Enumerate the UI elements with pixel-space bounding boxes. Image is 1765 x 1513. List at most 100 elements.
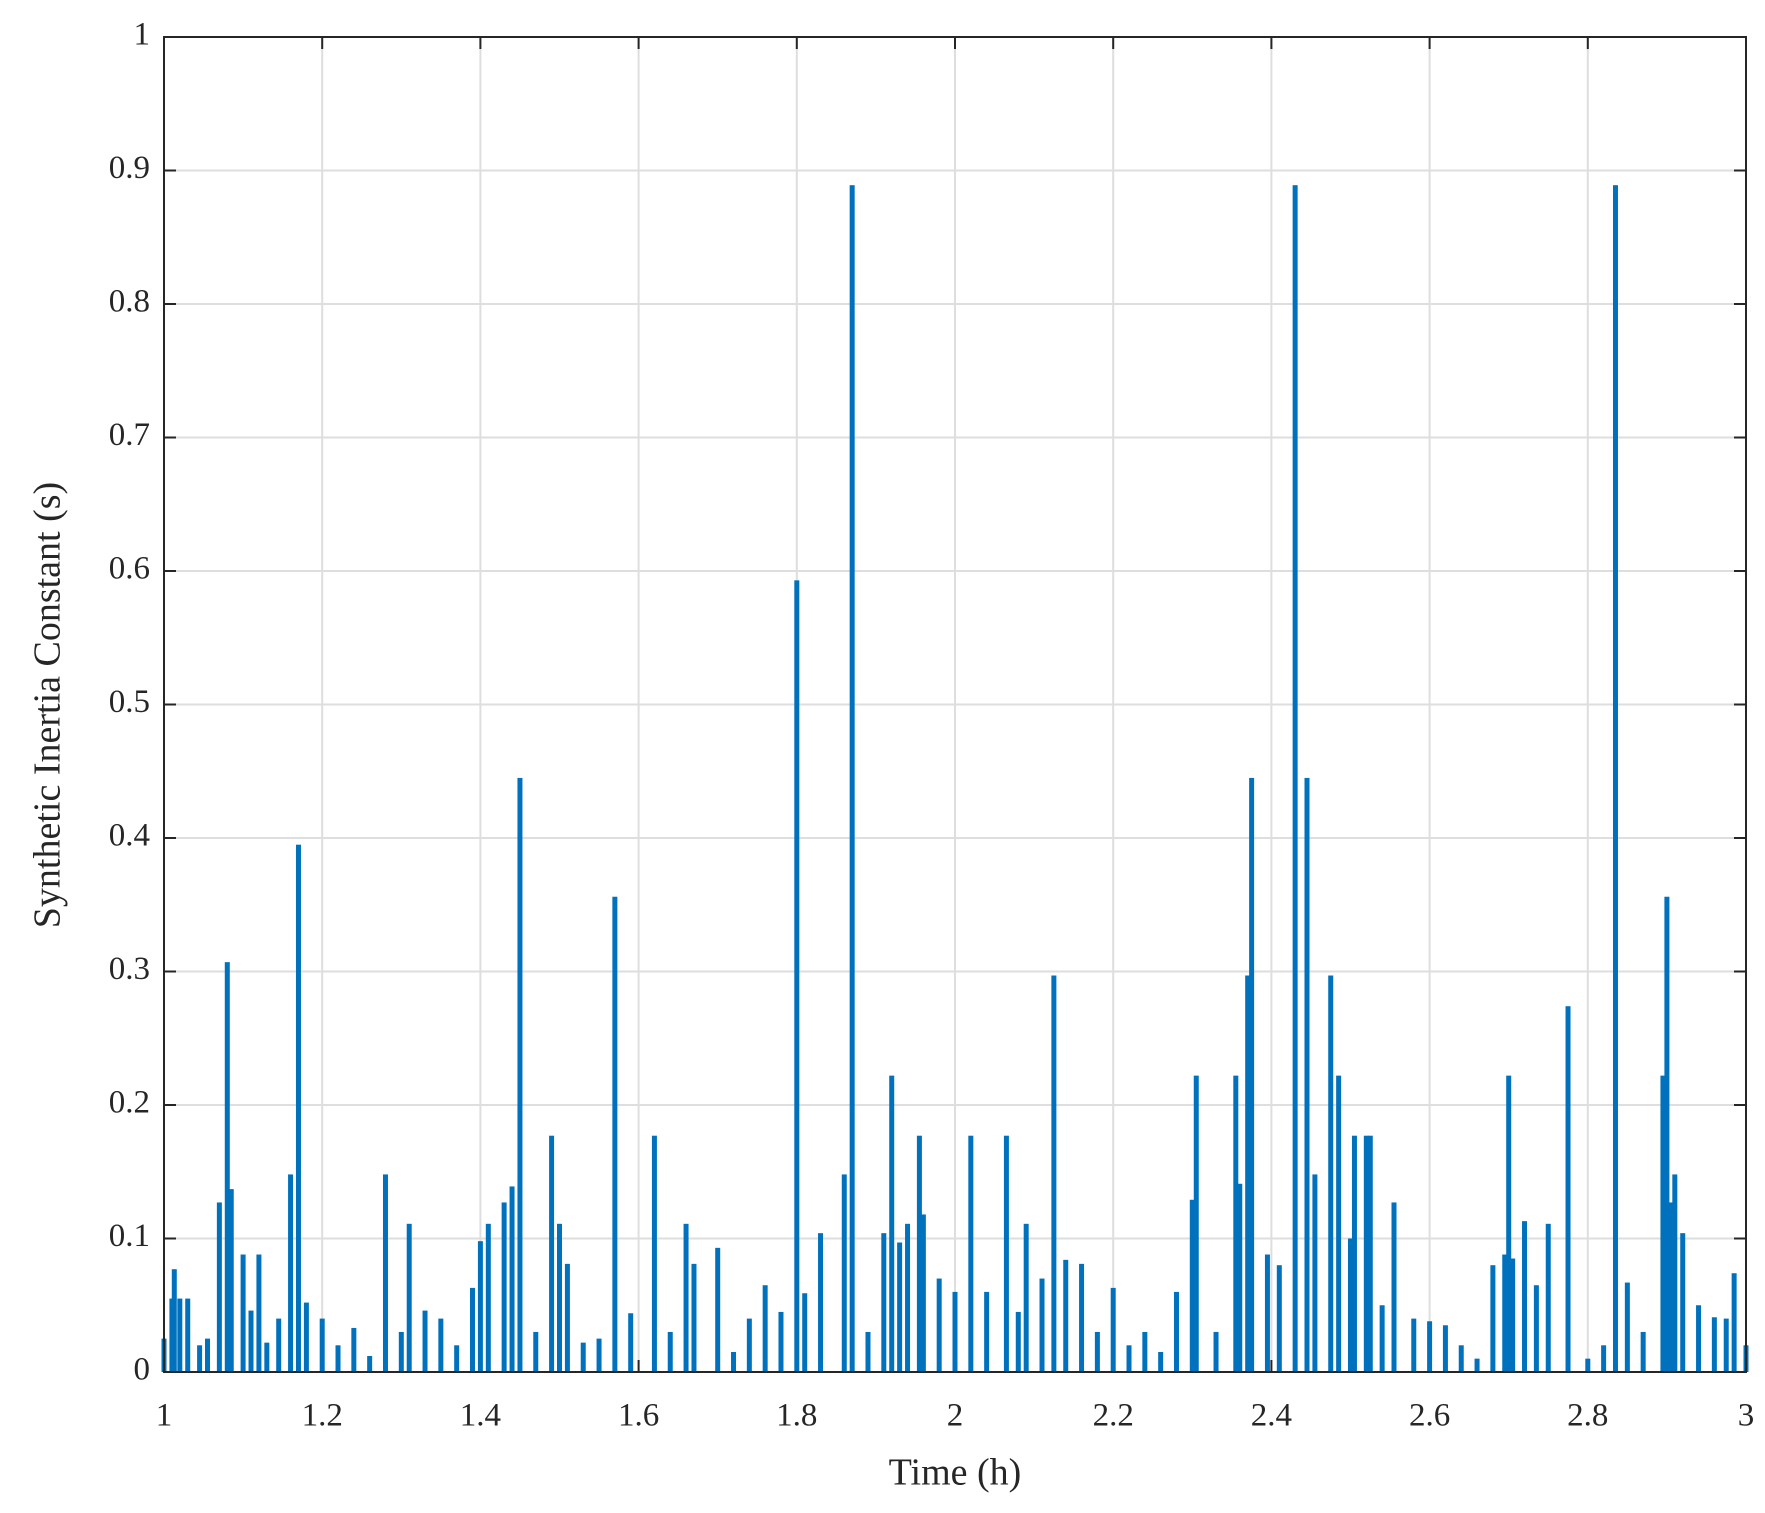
bar [1023, 1223, 1029, 1372]
bar [1411, 1318, 1417, 1372]
y-tick-label: 0.3 [109, 951, 150, 987]
bar [1585, 1358, 1591, 1372]
x-tick-label: 3 [1738, 1398, 1755, 1434]
bar [335, 1345, 341, 1372]
y-tick-label: 0.1 [109, 1218, 150, 1254]
y-tick-label: 0.2 [109, 1085, 150, 1121]
bar [295, 844, 301, 1372]
y-axis-label: Synthetic Inertia Constant (s) [27, 482, 69, 928]
bar [564, 1263, 570, 1372]
bar [533, 1331, 539, 1372]
bar [1213, 1331, 1219, 1372]
bar [1379, 1305, 1385, 1372]
bar [1173, 1291, 1179, 1372]
bar [185, 1298, 191, 1372]
x-axis-label: Time (h) [889, 1452, 1022, 1494]
bar [916, 1135, 922, 1372]
bar [367, 1355, 373, 1372]
bar [628, 1313, 634, 1372]
bar [228, 1189, 234, 1372]
bar [1051, 975, 1057, 1372]
x-tick-label: 1.4 [460, 1398, 501, 1434]
bar [264, 1342, 270, 1372]
bar [398, 1331, 404, 1372]
bar [920, 1214, 926, 1372]
y-tick-label: 0.8 [109, 284, 150, 320]
bar [849, 185, 855, 1372]
bar [1601, 1345, 1607, 1372]
bar [1336, 1075, 1342, 1372]
x-tick-label: 1.6 [618, 1398, 659, 1434]
bar [477, 1241, 483, 1372]
bar [968, 1135, 974, 1372]
bar [802, 1293, 808, 1372]
bar [1711, 1317, 1717, 1372]
bar [1391, 1202, 1397, 1372]
bar [984, 1291, 990, 1372]
bar [596, 1338, 602, 1372]
bar [1696, 1305, 1702, 1372]
bar [1624, 1282, 1630, 1372]
plot-frame [163, 36, 1747, 1373]
bar [256, 1254, 262, 1372]
x-tick-label: 1 [156, 1398, 173, 1434]
bar [1003, 1135, 1009, 1372]
bar [936, 1278, 942, 1372]
bar [1015, 1311, 1021, 1372]
bar [715, 1247, 721, 1372]
y-tick-label: 0.4 [109, 818, 150, 854]
bar [1189, 1199, 1195, 1372]
bar [865, 1331, 871, 1372]
bar [651, 1135, 657, 1372]
bar [1094, 1331, 1100, 1372]
y-tick-label: 0.5 [109, 684, 150, 720]
bar [1502, 1254, 1508, 1372]
bar [351, 1327, 357, 1372]
bar [897, 1242, 903, 1372]
bar [319, 1318, 325, 1372]
bar [1276, 1265, 1282, 1372]
bar [1565, 1006, 1571, 1372]
bar [1304, 777, 1310, 1372]
bar [1079, 1263, 1085, 1372]
bar [1668, 1202, 1674, 1372]
bar [205, 1338, 211, 1372]
bar [1264, 1254, 1270, 1372]
y-tick-label: 0.6 [109, 551, 150, 587]
bar [1640, 1331, 1646, 1372]
bar [1545, 1223, 1551, 1372]
bar [288, 1174, 294, 1372]
bar [1660, 1075, 1666, 1372]
x-tick-label: 1.8 [776, 1398, 817, 1434]
bar [469, 1287, 475, 1372]
y-tick-label: 0.9 [109, 150, 150, 186]
bar [197, 1345, 203, 1372]
bar [1510, 1258, 1516, 1372]
bar [216, 1202, 222, 1372]
bar [1249, 777, 1255, 1372]
bar [580, 1342, 586, 1372]
bar [1672, 1174, 1678, 1372]
bar [683, 1223, 689, 1372]
x-tick-label: 2.4 [1251, 1398, 1292, 1434]
bar [731, 1351, 737, 1372]
bar [905, 1223, 911, 1372]
bar [667, 1331, 673, 1372]
bar [841, 1174, 847, 1372]
bar [1533, 1285, 1539, 1372]
bar [177, 1298, 183, 1372]
x-tick-label: 2.2 [1093, 1398, 1134, 1434]
bar [762, 1285, 768, 1372]
bar [952, 1291, 958, 1372]
bar [746, 1318, 752, 1372]
bar [612, 896, 618, 1372]
bar [1233, 1075, 1239, 1372]
bar [889, 1075, 895, 1372]
bar [1039, 1278, 1045, 1372]
bar [1490, 1265, 1496, 1372]
bar [303, 1302, 309, 1372]
bar [1328, 975, 1334, 1372]
bar [406, 1223, 412, 1372]
